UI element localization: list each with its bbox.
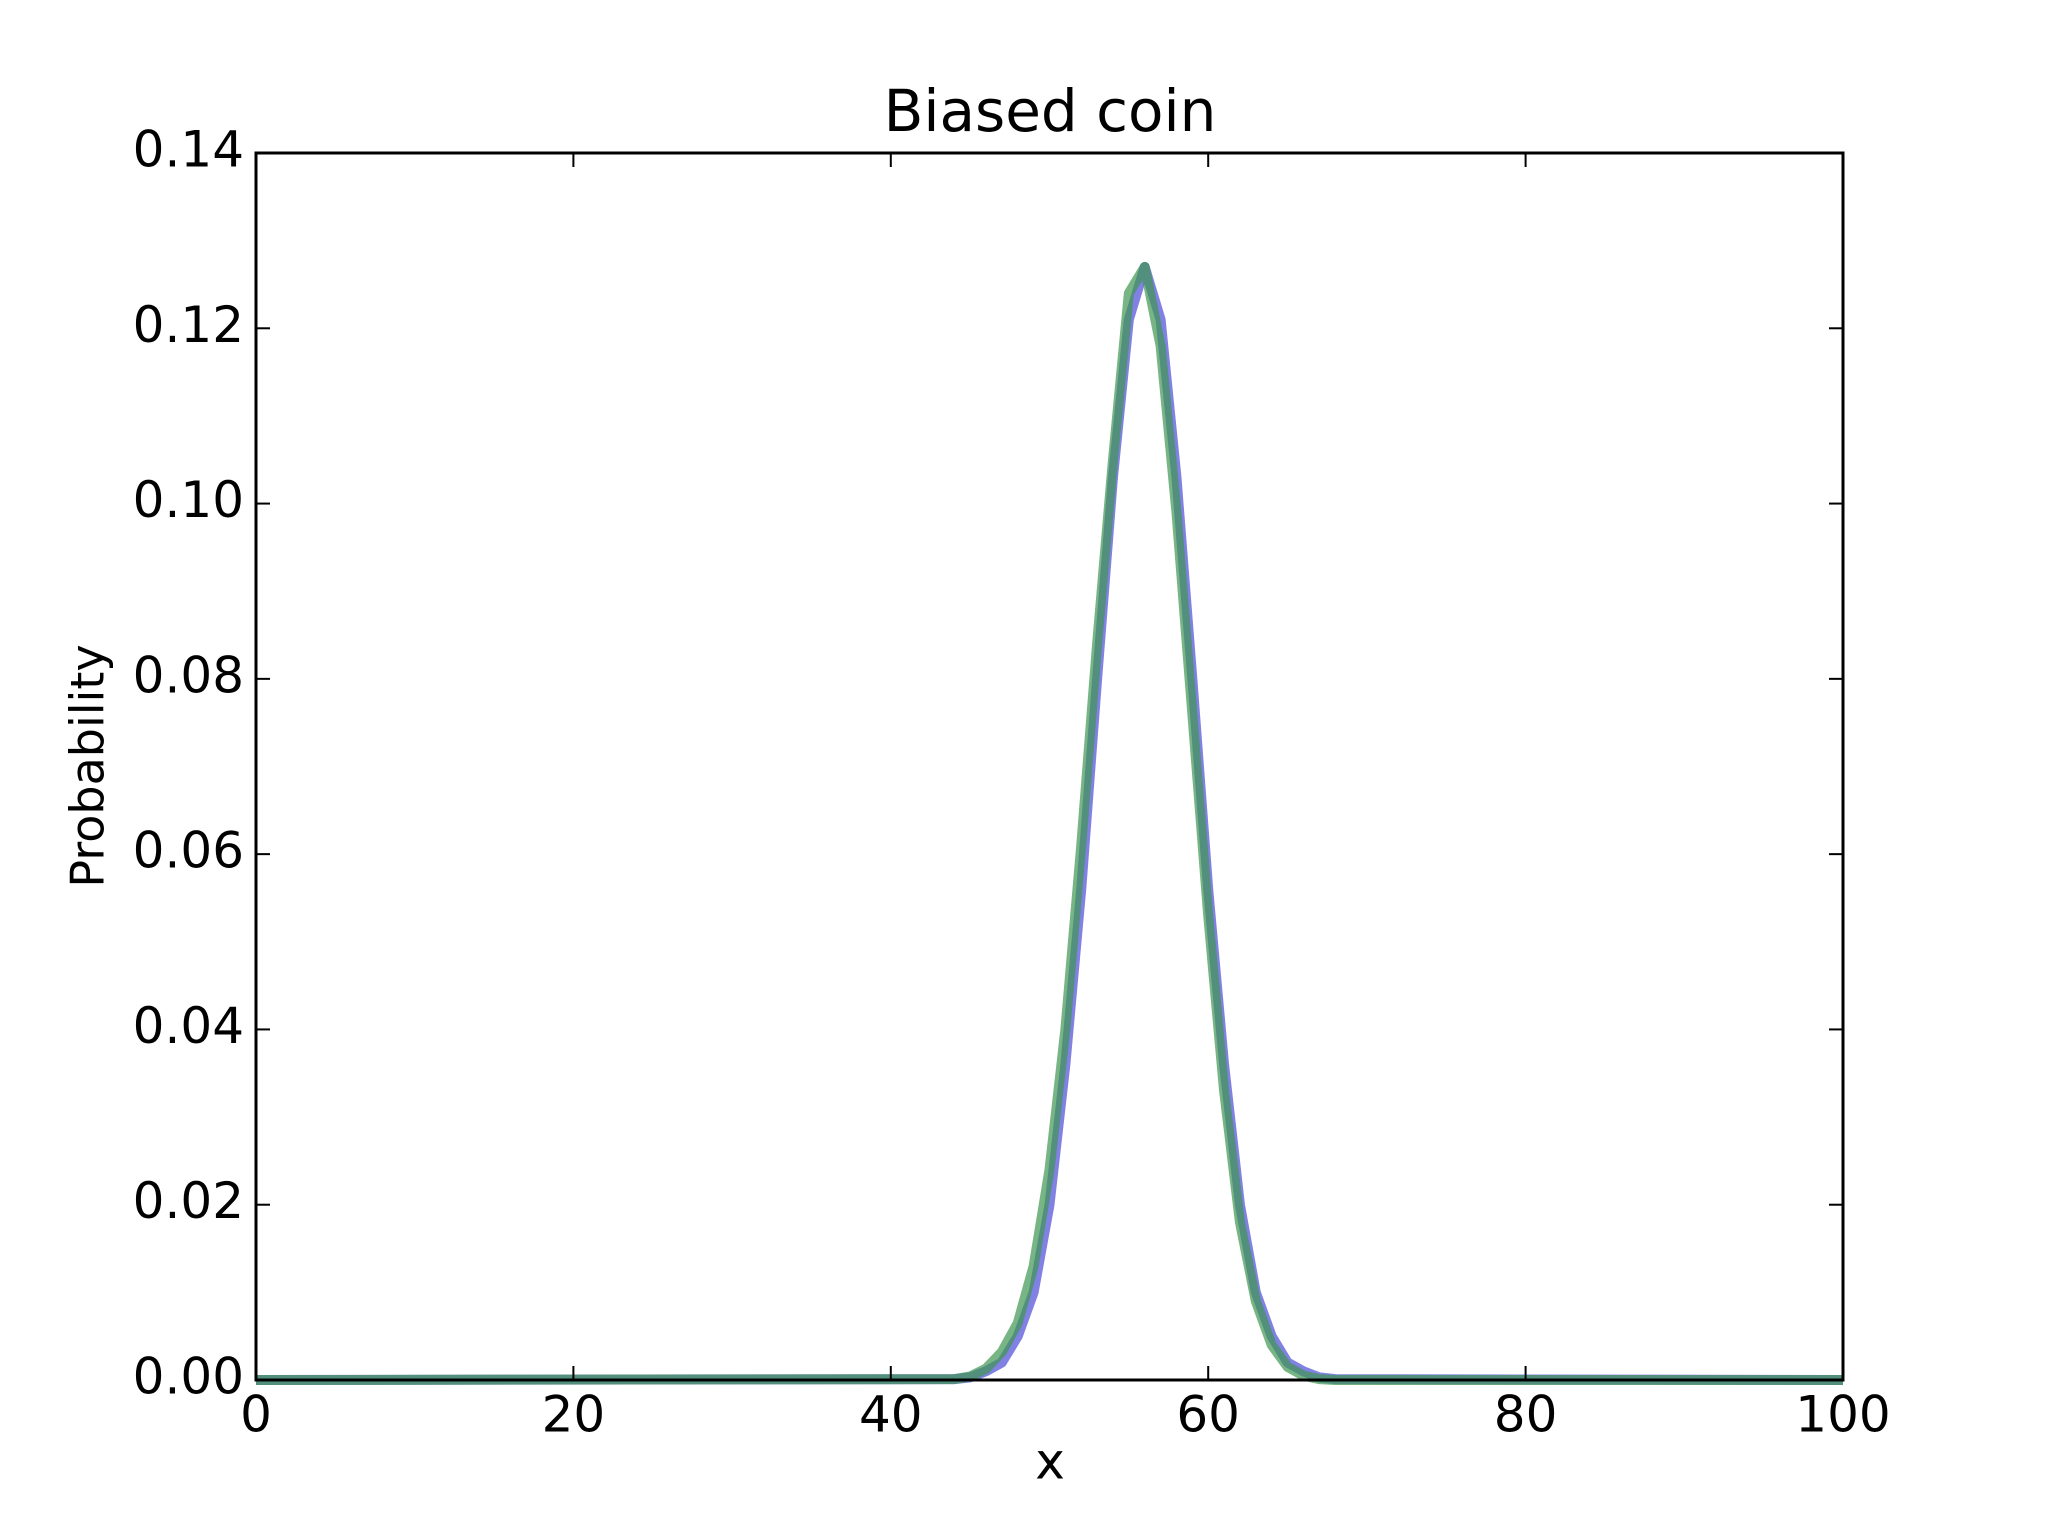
y-tick-label: 0.04: [133, 997, 244, 1055]
data-line: [255, 261, 1844, 1385]
x-tick-label: 40: [859, 1386, 923, 1444]
y-tick-label: 0.00: [133, 1348, 244, 1406]
x-tick-label: 0: [240, 1386, 272, 1444]
x-tick-label: 60: [1176, 1386, 1240, 1444]
y-tick-label: 0.08: [133, 646, 244, 704]
x-tick-label: 100: [1795, 1386, 1890, 1444]
chart-title: Biased coin: [884, 77, 1217, 145]
y-tick-label: 0.12: [133, 296, 244, 354]
y-tick-label: 0.06: [133, 822, 244, 880]
x-tick-label: 20: [542, 1386, 606, 1444]
x-axis-label: x: [1035, 1433, 1065, 1491]
data-line: [255, 261, 1843, 1385]
plot-frame: [254, 151, 1845, 1382]
y-tick-label: 0.14: [133, 121, 244, 179]
y-tick-label: 0.02: [133, 1172, 244, 1230]
y-axis-label: Probability: [61, 644, 115, 887]
x-tick-label: 80: [1494, 1386, 1558, 1444]
y-tick-label: 0.10: [133, 471, 244, 529]
